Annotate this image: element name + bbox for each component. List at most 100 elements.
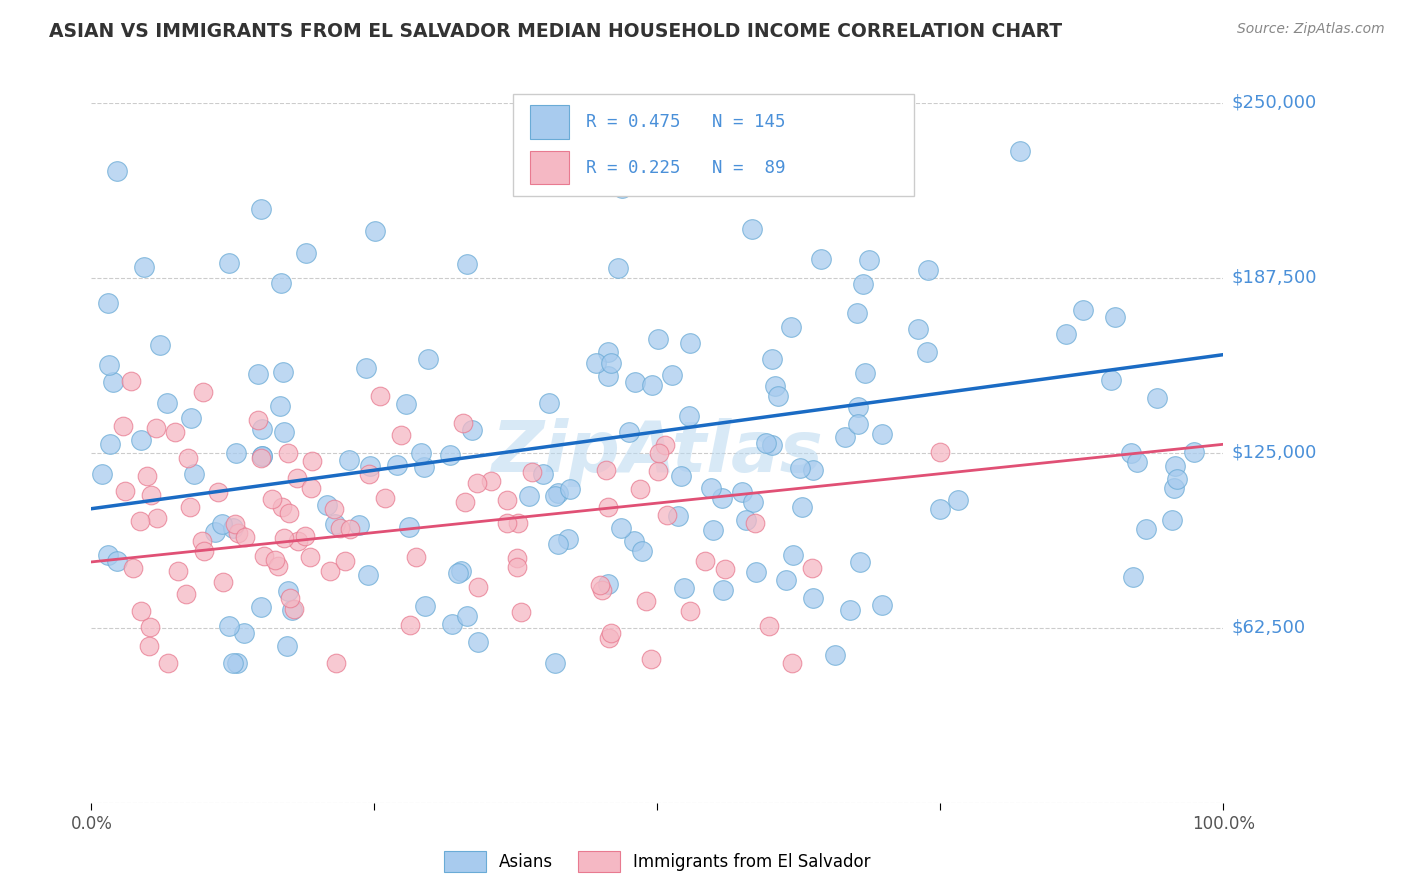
Text: $62,500: $62,500 <box>1232 619 1306 637</box>
Point <box>354 361 377 376</box>
Point <box>105 554 128 568</box>
Point <box>329 520 352 534</box>
Point <box>678 603 700 617</box>
Point <box>657 508 679 522</box>
Text: ASIAN VS IMMIGRANTS FROM EL SALVADOR MEDIAN HOUSEHOLD INCOME CORRELATION CHART: ASIAN VS IMMIGRANTS FROM EL SALVADOR MED… <box>49 22 1063 41</box>
Point <box>607 261 630 276</box>
Point <box>461 423 484 437</box>
Point <box>624 375 647 389</box>
Point <box>139 488 162 502</box>
Point <box>295 246 318 260</box>
Point <box>97 548 120 562</box>
Point <box>647 332 669 346</box>
Point <box>271 365 294 379</box>
Point <box>129 433 152 447</box>
Text: R = 0.225   N =  89: R = 0.225 N = 89 <box>586 159 786 177</box>
Point <box>834 430 856 444</box>
Point <box>506 551 529 566</box>
Point <box>595 463 617 477</box>
Point <box>693 554 716 568</box>
Point <box>454 495 477 509</box>
Point <box>260 491 283 506</box>
Point <box>252 549 274 563</box>
Point <box>1104 310 1126 325</box>
Point <box>789 461 811 475</box>
Point <box>98 437 121 451</box>
Point <box>1166 472 1188 486</box>
Point <box>145 421 167 435</box>
Point <box>277 445 299 459</box>
Point <box>735 513 758 527</box>
Point <box>179 500 201 514</box>
Point <box>389 428 412 442</box>
Point <box>405 549 427 564</box>
Point <box>647 464 669 478</box>
Point <box>870 598 893 612</box>
Point <box>495 492 517 507</box>
Point <box>204 525 226 540</box>
Point <box>398 520 420 534</box>
Point <box>250 451 273 466</box>
Point <box>780 656 803 670</box>
Point <box>294 529 316 543</box>
Point <box>287 534 309 549</box>
Point <box>761 351 783 366</box>
Point <box>506 560 529 574</box>
Point <box>790 500 813 514</box>
Point <box>803 591 825 605</box>
Point <box>872 427 894 442</box>
Point <box>634 593 657 607</box>
Point <box>623 533 645 548</box>
Point <box>145 511 167 525</box>
Point <box>763 379 786 393</box>
Point <box>97 358 120 372</box>
Point <box>246 413 269 427</box>
Point <box>1163 481 1185 495</box>
Point <box>628 482 651 496</box>
Point <box>1119 446 1142 460</box>
Point <box>666 508 689 523</box>
Point <box>356 567 378 582</box>
Point <box>450 565 472 579</box>
Point <box>364 224 387 238</box>
Point <box>741 222 763 236</box>
Point <box>91 467 114 482</box>
Point <box>301 454 323 468</box>
Point <box>711 582 734 597</box>
Point <box>598 500 620 515</box>
Point <box>775 573 797 587</box>
Point <box>129 515 152 529</box>
Text: $125,000: $125,000 <box>1232 443 1317 462</box>
Point <box>1164 459 1187 474</box>
Text: R = 0.475   N = 145: R = 0.475 N = 145 <box>586 113 786 131</box>
Point <box>711 491 734 506</box>
Point <box>183 467 205 481</box>
Point <box>849 555 872 569</box>
Point <box>149 338 172 352</box>
Point <box>222 521 245 535</box>
Point <box>278 591 301 605</box>
Point <box>929 502 952 516</box>
Point <box>165 425 187 440</box>
Point <box>1182 445 1205 459</box>
Point <box>412 460 434 475</box>
Point <box>610 521 633 535</box>
Point <box>359 458 381 473</box>
Point <box>585 356 607 370</box>
Point <box>270 277 292 291</box>
Point <box>456 256 478 270</box>
Point <box>322 501 344 516</box>
Point <box>801 462 824 476</box>
Point <box>264 552 287 566</box>
Point <box>226 656 249 670</box>
Point <box>276 639 298 653</box>
Point <box>596 369 619 384</box>
Point <box>782 548 804 562</box>
Point <box>249 202 271 216</box>
Point <box>277 583 299 598</box>
Point <box>138 639 160 653</box>
Point <box>359 467 381 481</box>
Point <box>846 400 869 414</box>
Point <box>120 375 142 389</box>
Point <box>540 86 562 100</box>
